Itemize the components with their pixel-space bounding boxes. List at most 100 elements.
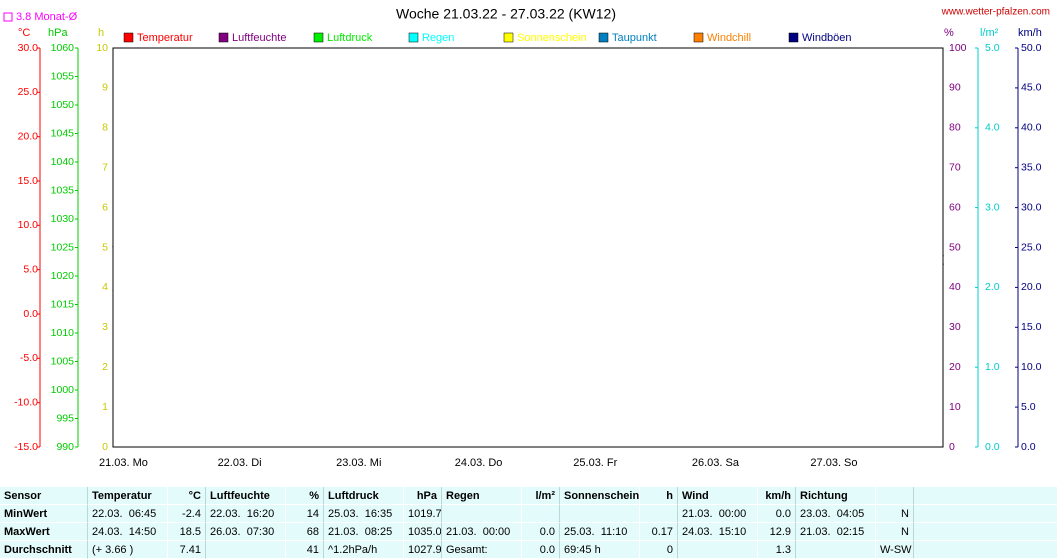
y-tick-label: 45.0 — [1021, 82, 1042, 94]
table-cell — [914, 487, 1058, 505]
table-cell: 0.0 — [522, 523, 560, 541]
legend-label: Luftdruck — [327, 32, 373, 44]
table-cell: km/h — [758, 487, 796, 505]
table-cell: 1.3 — [758, 541, 796, 559]
legend-label: Windböen — [802, 32, 852, 44]
axis-unit: km/h — [1018, 27, 1042, 39]
x-tick-label: 24.03. Do — [455, 457, 503, 469]
y-tick-label: 1040 — [51, 156, 75, 168]
y-tick-label: 1.0 — [985, 361, 1000, 373]
chart: Woche 21.03.22 - 27.03.22 (KW12) www.wet… — [3, 6, 1050, 469]
table-cell: N — [876, 523, 914, 541]
y-tick-label: 40 — [949, 281, 961, 293]
table-cell: 1019.7 — [404, 505, 442, 523]
table-cell: -2.4 — [168, 505, 206, 523]
table-row: MinWert 22.03. 06:45 -2.4 22.03. 16:20 14 25.… — [0, 505, 1058, 523]
y-tick-label: 10.0 — [18, 219, 39, 231]
table-cell — [442, 505, 522, 523]
source: www.wetter-pfalzen.com — [941, 7, 1050, 18]
legend-label: 3.8 Monat-Ø — [16, 11, 78, 23]
y-tick-label: 1015 — [51, 298, 75, 310]
axis-unit: h — [98, 27, 104, 39]
table-row: Sensor Temperatur °C Luftfeuchte% Luftdruck h… — [0, 487, 1058, 505]
table-cell: 7.41 — [168, 541, 206, 559]
y-tick-label: 3.0 — [985, 201, 1000, 213]
plot-frame — [112, 47, 944, 448]
y-tick-label: 15.0 — [18, 175, 39, 187]
table-cell: 1035.0 — [404, 523, 442, 541]
y-tick-label: 30.0 — [18, 42, 39, 54]
y-tick-label: 1000 — [51, 384, 75, 396]
y-tick-label: 25.0 — [1021, 241, 1042, 253]
table-cell: 14 — [286, 505, 324, 523]
y-tick-label: 30 — [949, 321, 961, 333]
table-cell — [914, 541, 1058, 559]
legend-label: Sonnenschein — [517, 32, 587, 44]
y-tick-label: 20 — [949, 361, 961, 373]
axis-unit: % — [944, 27, 954, 39]
y-tick-label: 1025 — [51, 241, 75, 253]
table-cell: MinWert — [0, 505, 88, 523]
legend-swatch — [313, 32, 324, 43]
y-tick-label: 0.0 — [985, 441, 1000, 453]
y-tick-label: 35.0 — [1021, 161, 1042, 173]
table-cell — [876, 487, 914, 505]
y-tick-label: 30.0 — [1021, 201, 1042, 213]
y-tick-label: 60 — [949, 201, 961, 213]
table-cell: Sensor — [0, 487, 88, 505]
table-cell: 26.03. 07:30 — [206, 523, 286, 541]
chart-title: Woche 21.03.22 - 27.03.22 (KW12) — [396, 6, 616, 22]
y-tick-label: 40.0 — [1021, 122, 1042, 134]
y-tick-label: 0.0 — [23, 308, 38, 320]
table-cell: W-SW — [876, 541, 914, 559]
legend-label: Luftfeuchte — [232, 32, 286, 44]
table-cell: Durchschnitt — [0, 541, 88, 559]
y-tick-label: 20.0 — [1021, 281, 1042, 293]
table-cell: Richtung — [796, 487, 876, 505]
y-tick-label: 0 — [949, 441, 955, 453]
table-cell: 18.5 — [168, 523, 206, 541]
table-cell: h — [640, 487, 678, 505]
y-tick-label: 20.0 — [18, 130, 39, 142]
table-cell: 21.03. 08:25 — [324, 523, 404, 541]
y-tick-label: 10 — [949, 401, 961, 413]
x-tick-label: 21.03. Mo — [99, 457, 148, 469]
y-tick-label: 90 — [949, 82, 961, 94]
table-cell: 0.17 — [640, 523, 678, 541]
table-cell: 12.9 — [758, 523, 796, 541]
table-cell: MaxWert — [0, 523, 88, 541]
legend-swatch — [218, 32, 229, 43]
y-tick-label: 1045 — [51, 127, 75, 139]
legend-label: Temperatur — [137, 32, 193, 44]
table-cell: Luftfeuchte — [206, 487, 286, 505]
x-tick-label: 23.03. Mi — [336, 457, 381, 469]
y-tick-label: 2 — [102, 361, 108, 373]
y-tick-label: 1055 — [51, 70, 75, 82]
table-cell: 1027.9 — [404, 541, 442, 559]
table-cell: ^1.2hPa/h — [324, 541, 404, 559]
table-cell — [796, 541, 876, 559]
table-cell: 23.03. 04:05 — [796, 505, 876, 523]
y-tick-label: 1060 — [51, 42, 75, 54]
y-tick-label: 0 — [102, 441, 108, 453]
table-row: Durchschnitt (+ 3.66 ) 7.41 41 ^1.2hPa/h 1027… — [0, 541, 1058, 559]
table-cell: % — [286, 487, 324, 505]
legend-swatch — [598, 32, 609, 43]
table-cell: °C — [168, 487, 206, 505]
x-tick-label: 26.03. Sa — [692, 457, 740, 469]
y-tick-label: 5.0 — [985, 42, 1000, 54]
table-cell — [522, 505, 560, 523]
table-cell: 24.03. 14:50 — [88, 523, 168, 541]
table-cell: 0.0 — [758, 505, 796, 523]
y-tick-label: 2.0 — [985, 281, 1000, 293]
legend-swatch — [408, 32, 419, 43]
table-cell: 21.03. 00:00 — [442, 523, 522, 541]
y-tick-label: 10 — [96, 42, 108, 54]
table-cell: hPa — [404, 487, 442, 505]
y-tick-label: -10.0 — [14, 396, 38, 408]
table-row: MaxWert 24.03. 14:50 18.5 26.03. 07:30 68 21.… — [0, 523, 1058, 541]
x-tick-label: 27.03. So — [810, 457, 857, 469]
y-tick-label: 1005 — [51, 355, 75, 367]
table-cell: 21.03. 00:00 — [678, 505, 758, 523]
table-cell: 24.03. 15:10 — [678, 523, 758, 541]
